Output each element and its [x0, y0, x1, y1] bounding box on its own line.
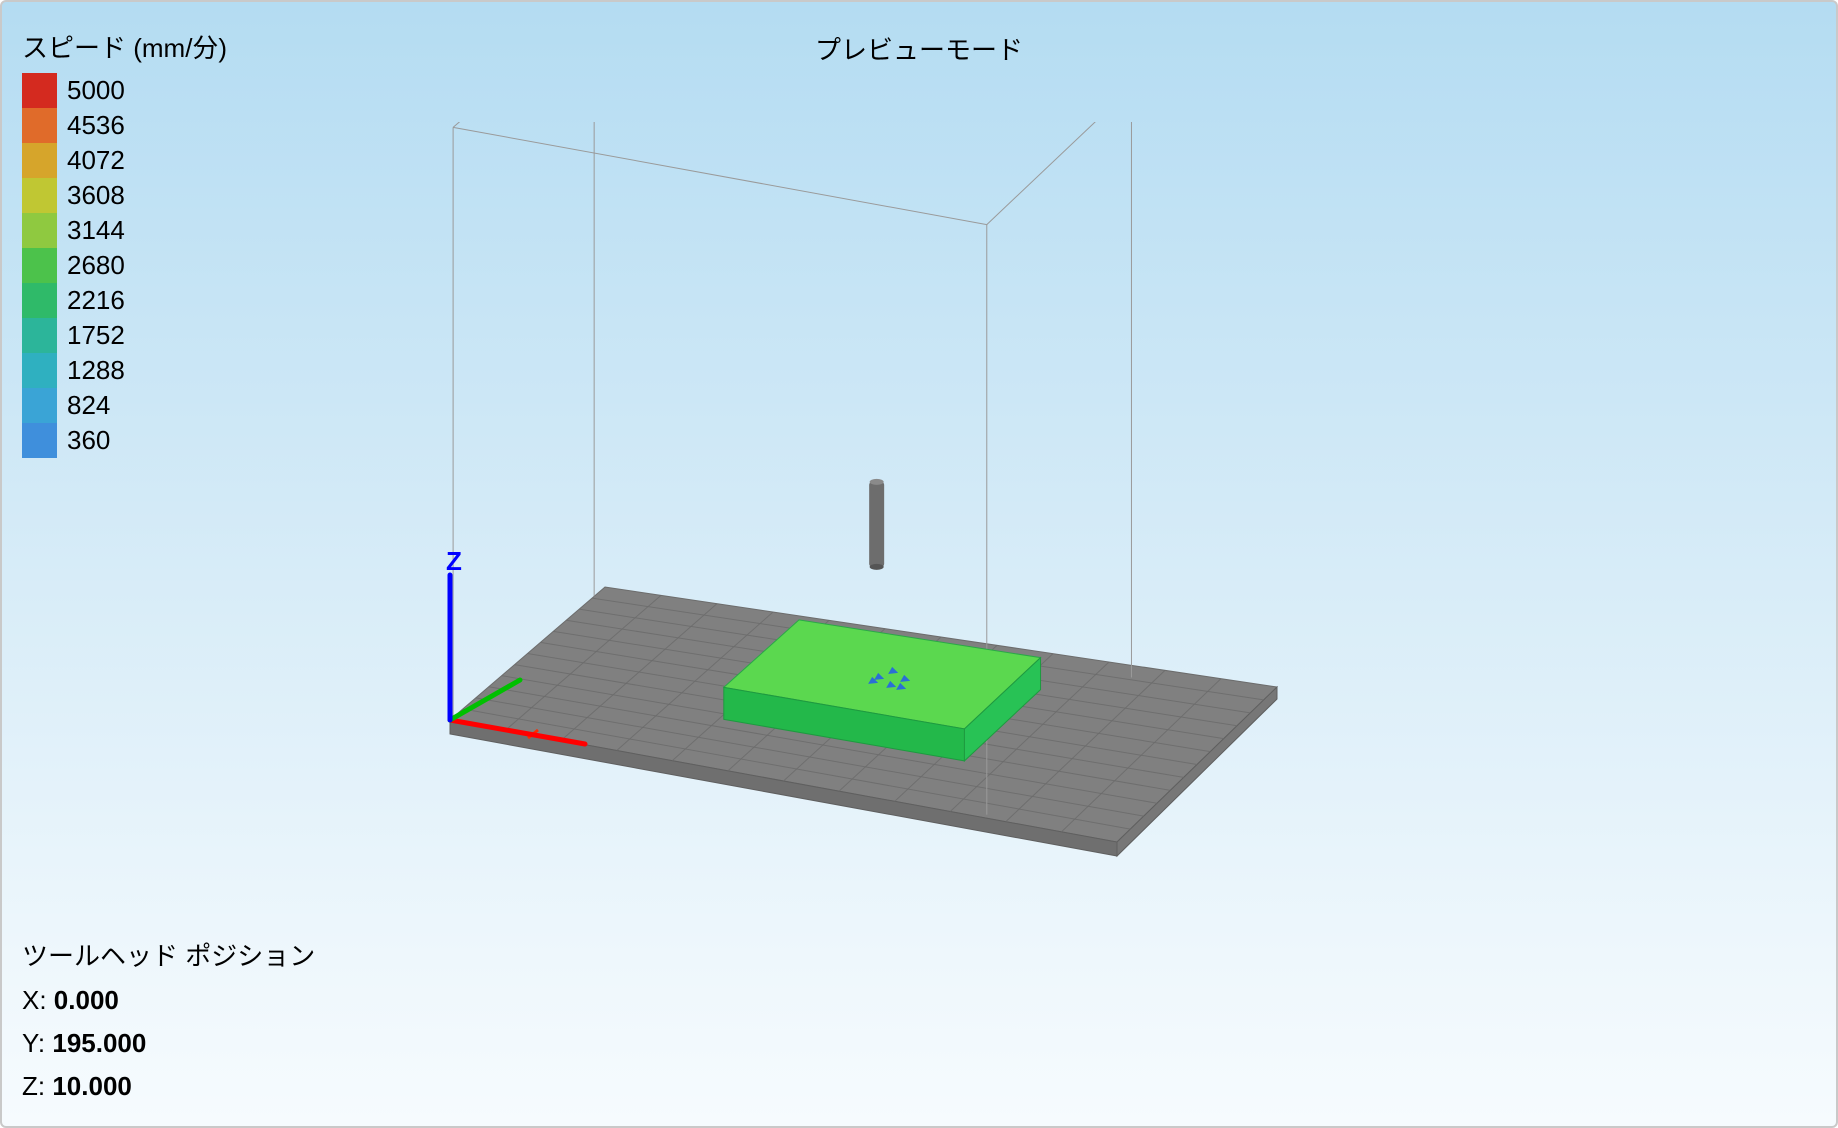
legend-swatch	[22, 318, 57, 353]
legend-value: 4536	[67, 110, 125, 141]
legend-value: 824	[67, 390, 110, 421]
legend-row: 4536	[22, 108, 227, 143]
viewport[interactable]: プレビューモード スピード (mm/分) 5000 4536 4072 3608 314…	[0, 0, 1838, 1128]
legend-swatch	[22, 423, 57, 458]
toolhead-title: ツールヘッド ポジション	[22, 936, 315, 973]
legend-swatch	[22, 283, 57, 318]
toolhead-icon	[869, 482, 884, 567]
axis-z-label: Z	[446, 546, 462, 576]
mode-title: プレビューモード	[2, 30, 1836, 67]
legend-row: 360	[22, 423, 227, 458]
preview-3d-scene[interactable]: Z	[382, 122, 1282, 892]
legend-row: 5000	[22, 73, 227, 108]
legend-swatch	[22, 178, 57, 213]
legend-swatch	[22, 213, 57, 248]
legend-row: 3608	[22, 178, 227, 213]
bbox-edge	[453, 127, 987, 224]
legend-swatch	[22, 248, 57, 283]
legend-value: 5000	[67, 75, 125, 106]
bbox-edge	[453, 122, 594, 127]
legend-row: 3144	[22, 213, 227, 248]
legend-row: 4072	[22, 143, 227, 178]
legend-value: 3144	[67, 215, 125, 246]
legend-value: 2680	[67, 250, 125, 281]
legend-row: 824	[22, 388, 227, 423]
speed-legend: スピード (mm/分) 5000 4536 4072 3608 3144 2680 2216…	[22, 28, 227, 458]
toolhead-cap	[870, 479, 884, 485]
toolhead-tip	[870, 564, 884, 570]
legend-value: 360	[67, 425, 110, 456]
legend-swatch	[22, 73, 57, 108]
toolhead-position-panel: ツールヘッド ポジション X: 0.000 Y: 195.000 Z: 10.000	[22, 936, 315, 1102]
legend-swatch	[22, 388, 57, 423]
legend-value: 2216	[67, 285, 125, 316]
legend-row: 1288	[22, 353, 227, 388]
legend-value: 4072	[67, 145, 125, 176]
legend-row: 1752	[22, 318, 227, 353]
legend-swatch	[22, 143, 57, 178]
legend-row: 2216	[22, 283, 227, 318]
legend-value: 1288	[67, 355, 125, 386]
coord-row-y: Y: 195.000	[22, 1028, 315, 1059]
legend-value: 3608	[67, 180, 125, 211]
legend-value: 1752	[67, 320, 125, 351]
coord-row-x: X: 0.000	[22, 985, 315, 1016]
legend-row: 2680	[22, 248, 227, 283]
legend-swatch	[22, 353, 57, 388]
bbox-edge	[987, 122, 1132, 225]
coord-row-z: Z: 10.000	[22, 1071, 315, 1102]
legend-swatch	[22, 108, 57, 143]
legend-title: スピード (mm/分)	[22, 28, 227, 65]
